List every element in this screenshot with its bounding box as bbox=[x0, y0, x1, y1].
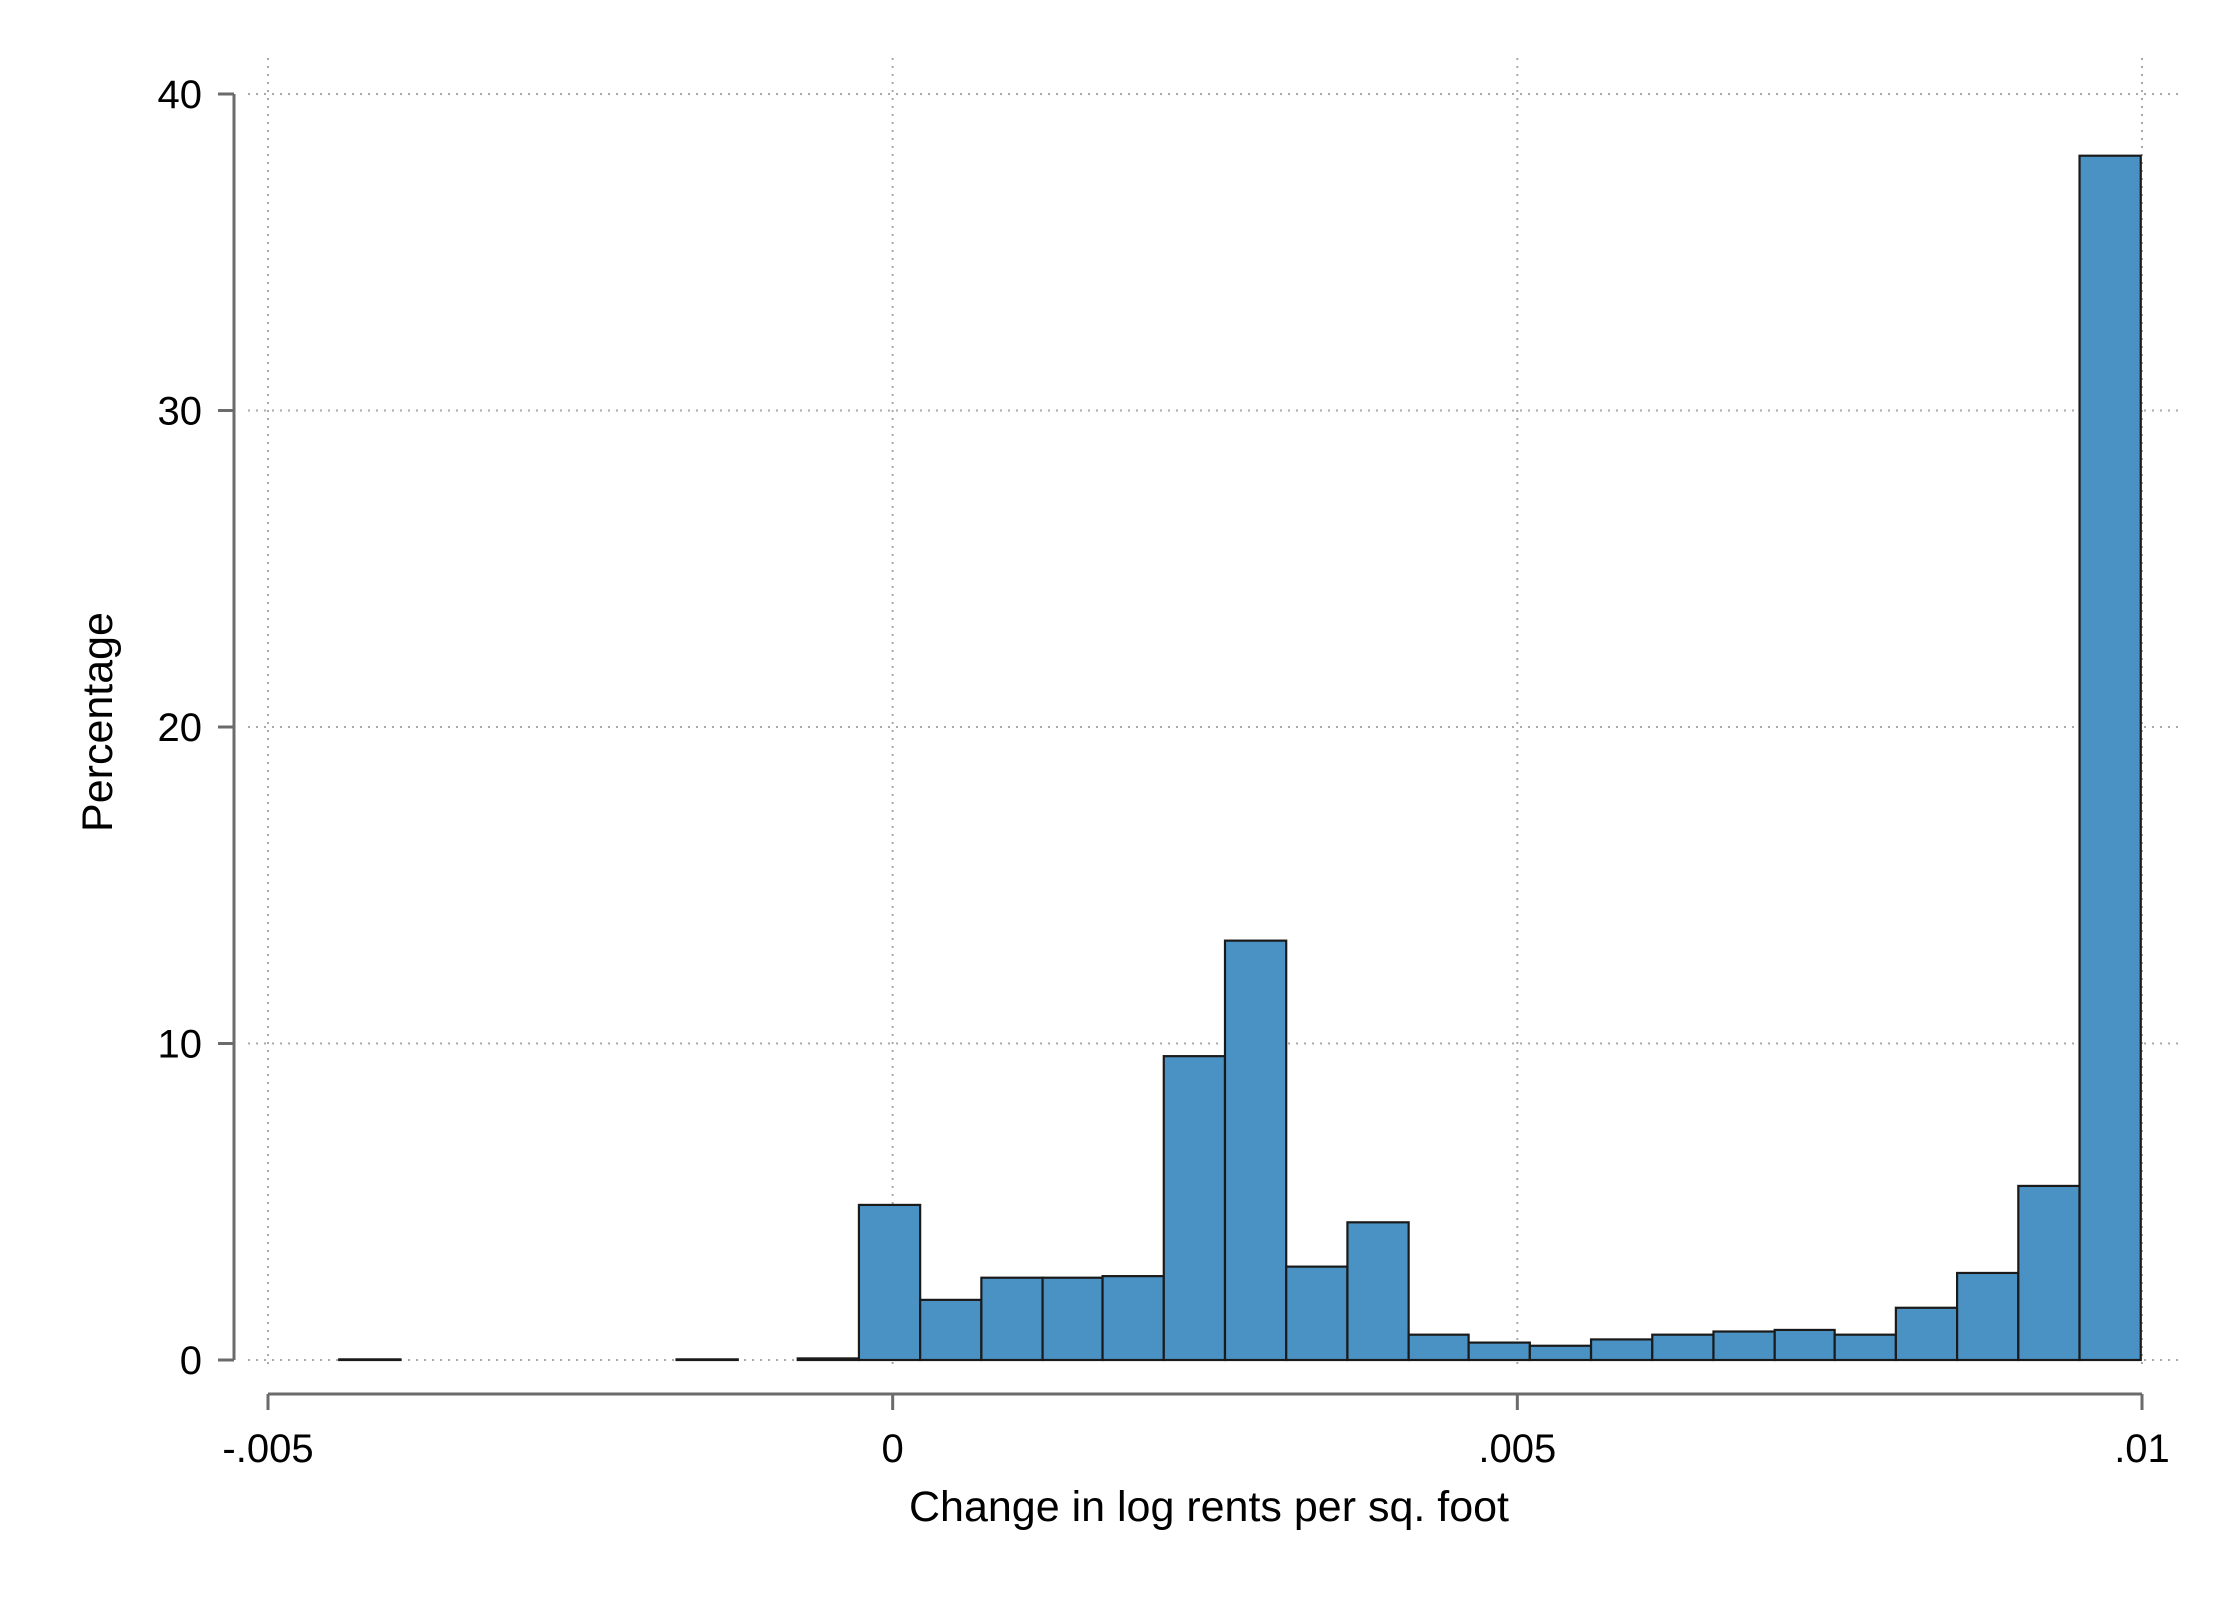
histogram-bar bbox=[675, 1358, 739, 1362]
histogram-bar bbox=[1223, 939, 1288, 1362]
y-tick-label: 0 bbox=[180, 1339, 202, 1383]
histogram-bar bbox=[1101, 1275, 1165, 1362]
histogram-bar bbox=[1407, 1333, 1470, 1362]
grid-layer bbox=[248, 58, 2180, 1366]
y-tick-label: 20 bbox=[158, 706, 203, 750]
histogram-bar bbox=[1712, 1330, 1776, 1362]
histogram-bar bbox=[1651, 1333, 1715, 1362]
histogram-bar bbox=[1346, 1221, 1410, 1362]
histogram-bar bbox=[1041, 1276, 1104, 1362]
y-tick-label: 10 bbox=[158, 1023, 203, 1067]
histogram-bar bbox=[1955, 1271, 2020, 1362]
histogram-bar bbox=[919, 1298, 983, 1362]
histogram-bar bbox=[1894, 1306, 1959, 1362]
y-tick-label: 40 bbox=[158, 73, 203, 117]
histogram-bar bbox=[1833, 1333, 1897, 1362]
y-axis-title: Percentage bbox=[74, 612, 122, 832]
x-tick-label: .005 bbox=[1478, 1427, 1556, 1471]
histogram-bar bbox=[1162, 1055, 1227, 1362]
histogram-bar bbox=[1589, 1338, 1654, 1362]
histogram-bar bbox=[1467, 1341, 1531, 1362]
histogram-bar bbox=[796, 1357, 861, 1362]
histogram-bar bbox=[980, 1276, 1044, 1362]
histogram-bar bbox=[2078, 154, 2142, 1362]
histogram-bar bbox=[1528, 1344, 1593, 1362]
histogram-bar bbox=[857, 1203, 922, 1362]
x-tick-label: .01 bbox=[2114, 1427, 2170, 1471]
bars-layer bbox=[338, 154, 2142, 1362]
histogram-bar bbox=[1285, 1265, 1349, 1362]
x-axis-title: Change in log rents per sq. foot bbox=[909, 1483, 1509, 1531]
histogram-bar bbox=[338, 1358, 402, 1362]
x-tick-label: 0 bbox=[882, 1427, 904, 1471]
x-tick-label: -.005 bbox=[222, 1427, 313, 1471]
histogram-bar bbox=[1773, 1328, 1836, 1362]
axes-layer: 0 10 20 30 40 -.005 0 .005 .01 bbox=[158, 73, 2170, 1471]
histogram-bar bbox=[2017, 1184, 2081, 1362]
y-tick-label: 30 bbox=[158, 390, 203, 434]
